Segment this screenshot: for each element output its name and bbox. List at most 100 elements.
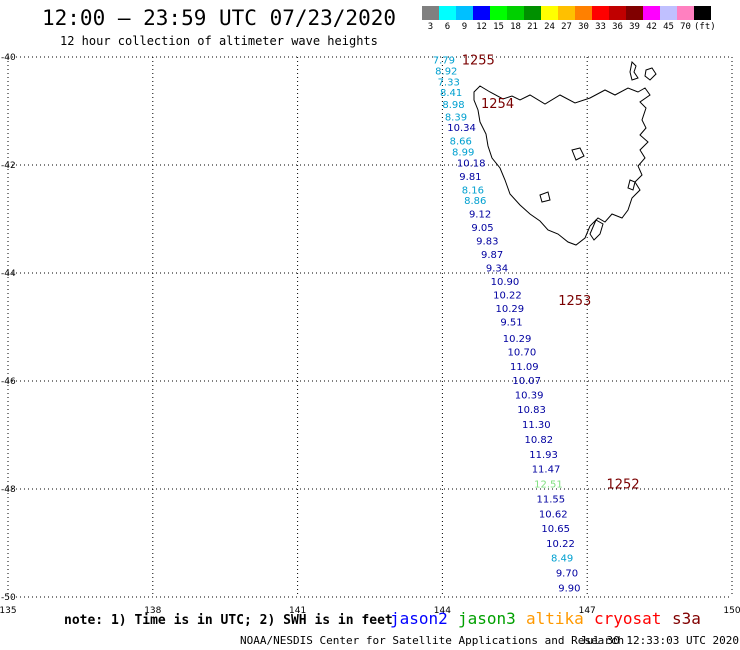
color-scale-label: 9 <box>461 22 468 32</box>
lat-lon-grid <box>7 56 733 598</box>
color-swatch <box>592 6 609 20</box>
swh-value-label: 11.55 <box>537 495 566 506</box>
swh-value-label: 9.81 <box>459 172 481 183</box>
swh-value-label: 10.90 <box>491 277 520 288</box>
color-swatch <box>422 6 439 20</box>
lon-tick-label: 141 <box>289 606 306 616</box>
color-swatch <box>660 6 677 20</box>
lat-tick-label: -42 <box>1 161 16 171</box>
map-title: 12:00 – 23:59 UTC 07/23/2020 <box>42 6 397 30</box>
swh-value-label: 8.66 <box>450 137 472 148</box>
swh-value-label: 10.70 <box>508 347 537 358</box>
color-swatch <box>524 6 541 20</box>
color-swatch <box>490 6 507 20</box>
swh-value-label: 9.90 <box>558 583 580 594</box>
color-swatch <box>694 6 711 20</box>
color-scale-label: 45 <box>663 22 674 32</box>
tasmania-mainland-outline <box>473 85 651 246</box>
swh-value-label: 10.82 <box>524 435 553 446</box>
map-subtitle: 12 hour collection of altimeter wave hei… <box>60 34 378 48</box>
pass-number-label: 1255 <box>462 54 495 69</box>
swh-value-label: 10.62 <box>539 509 568 520</box>
swh-value-label: 9.34 <box>486 264 508 275</box>
swh-value-label: 10.65 <box>541 524 570 535</box>
lat-tick-label: -40 <box>1 53 16 63</box>
color-scale-label: 21 <box>527 22 538 32</box>
tasmania-coastline <box>473 60 657 246</box>
swh-value-label: 9.12 <box>469 210 491 221</box>
color-scale-label: 12 <box>476 22 487 32</box>
pass-number-label: 1253 <box>558 294 591 309</box>
swh-value-label: 7.33 <box>438 77 460 88</box>
color-scale-label: 70 <box>680 22 691 32</box>
color-scale-label: 18 <box>510 22 521 32</box>
legend-cryosat: cryosat <box>594 609 662 628</box>
swh-value-label: 11.09 <box>510 362 539 373</box>
color-swatch <box>575 6 592 20</box>
color-swatch <box>541 6 558 20</box>
lat-tick-label: -46 <box>1 377 16 387</box>
swh-value-label: 12.51 <box>534 480 563 491</box>
swh-value-label: 10.07 <box>512 376 541 387</box>
swh-value-label: 10.29 <box>495 304 524 315</box>
swh-value-label: 8.92 <box>435 67 457 78</box>
king-island-outline <box>629 60 639 81</box>
color-scale-label: 39 <box>629 22 640 32</box>
footer-credit: NOAA/NESDIS Center for Satellite Applica… <box>240 634 625 647</box>
lon-tick-label: 135 <box>0 606 17 616</box>
swh-value-label: 10.83 <box>517 405 546 416</box>
bruny-island-outline <box>589 219 604 241</box>
swh-value-label: 10.39 <box>515 391 544 402</box>
color-swatch <box>643 6 660 20</box>
swh-value-label: 8.86 <box>464 196 486 207</box>
swh-value-label: 8.39 <box>445 112 467 123</box>
color-swatch <box>558 6 575 20</box>
lat-tick-label: -48 <box>1 485 16 495</box>
swh-value-label: 8.16 <box>462 185 484 196</box>
color-scale-label: 42 <box>646 22 657 32</box>
swh-value-label: 11.47 <box>532 464 561 475</box>
lake-outline <box>539 191 551 203</box>
swh-value-label: 8.41 <box>440 88 462 99</box>
swh-value-label: 11.30 <box>522 420 551 431</box>
legend-s3a: s3a <box>672 609 701 628</box>
legend-jason3: jason3 <box>458 609 516 628</box>
swh-value-label: 7.79 <box>433 56 455 67</box>
footer-note: note: 1) Time is in UTC; 2) SWH is in fe… <box>64 613 393 628</box>
color-scale-label: 24 <box>544 22 555 32</box>
color-scale-bar <box>422 6 711 20</box>
flinders-island-outline <box>644 67 657 81</box>
swh-value-label: 9.70 <box>556 569 578 580</box>
swh-value-label: 8.98 <box>442 100 464 111</box>
color-swatch <box>456 6 473 20</box>
swh-value-label: 9.83 <box>476 237 498 248</box>
lon-tick-label: 138 <box>144 606 161 616</box>
color-scale-label: (ft) <box>694 22 716 32</box>
lat-tick-label: -44 <box>1 269 16 279</box>
color-swatch <box>609 6 626 20</box>
swh-value-label: 9.51 <box>500 318 522 329</box>
axis-tick-labels: -40 -42 -44 -46 -48 -50 135 138 141 144 147 150 <box>0 53 740 616</box>
swh-value-label: 9.05 <box>471 223 493 234</box>
swh-value-label: 11.93 <box>529 450 558 461</box>
color-scale-label: 3 <box>427 22 434 32</box>
swh-value-label: 10.22 <box>493 291 522 302</box>
color-swatch <box>677 6 694 20</box>
color-swatch <box>626 6 643 20</box>
color-scale-label: 6 <box>444 22 451 32</box>
lon-tick-label: 144 <box>434 606 451 616</box>
swh-value-label: 10.29 <box>503 334 532 345</box>
color-scale-label: 27 <box>561 22 572 32</box>
lat-tick-label: -50 <box>1 593 16 603</box>
swh-value-label: 8.99 <box>452 148 474 159</box>
lake-outline <box>571 147 585 161</box>
color-scale-label: 33 <box>595 22 606 32</box>
color-swatch <box>507 6 524 20</box>
swh-value-label: 10.34 <box>447 123 476 134</box>
pass-number-label: 1252 <box>607 478 640 493</box>
footer-timestamp: Jul 30 12:33:03 UTC 2020 <box>580 634 739 647</box>
color-swatch <box>439 6 456 20</box>
color-scale-label: 36 <box>612 22 623 32</box>
